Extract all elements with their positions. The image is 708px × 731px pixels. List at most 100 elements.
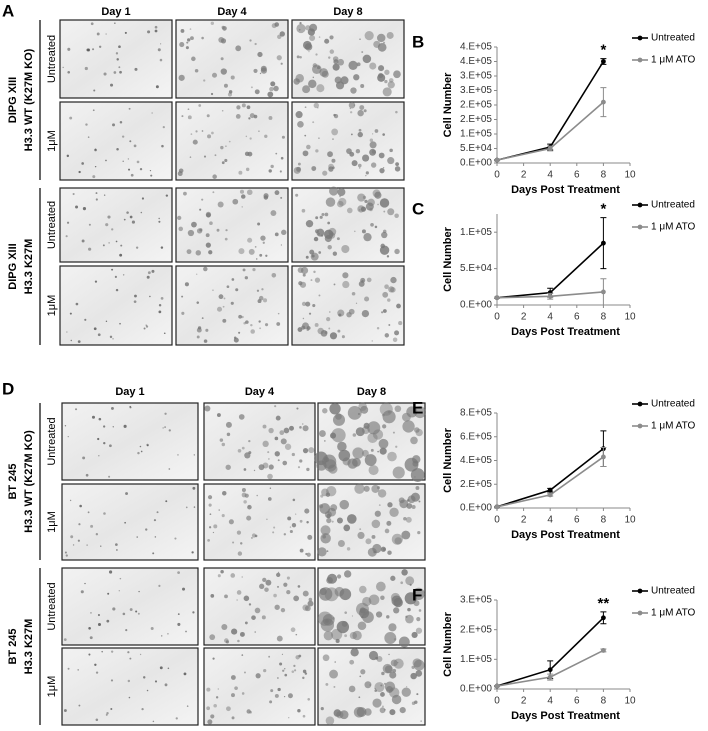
cell [236, 599, 238, 601]
marker [494, 295, 500, 301]
row-label: Untreated [46, 35, 58, 83]
cell [165, 500, 168, 503]
cell [361, 229, 366, 234]
cell [379, 168, 385, 174]
cell [230, 75, 235, 80]
micrograph [61, 647, 199, 726]
cell [209, 526, 212, 529]
cell [226, 285, 230, 289]
cell [404, 592, 417, 605]
cell [259, 253, 263, 257]
cell [248, 603, 252, 606]
cell [339, 499, 350, 510]
cell [394, 405, 402, 413]
cell [327, 151, 333, 158]
cell [77, 669, 79, 671]
cell [270, 210, 277, 217]
cell [128, 168, 131, 171]
cell [372, 543, 382, 554]
cell [360, 83, 365, 88]
cell [311, 254, 315, 258]
cell [201, 317, 204, 319]
cell [357, 531, 365, 539]
cell [254, 534, 258, 538]
cell [298, 28, 301, 31]
cell [217, 688, 219, 690]
cell [337, 188, 346, 197]
y-tick-label: 6.E+05 [460, 431, 492, 442]
cell [88, 653, 91, 656]
cell [309, 23, 318, 32]
y-axis-label: Cell Number [442, 226, 454, 292]
micrograph [203, 567, 316, 646]
legend-marker [637, 35, 643, 41]
cell [225, 464, 231, 470]
cell [192, 611, 195, 614]
cell [130, 173, 134, 177]
x-tick-label: 0 [494, 170, 500, 181]
cell [110, 650, 114, 653]
cell [395, 110, 398, 114]
row-label: Untreated [46, 201, 58, 249]
cell [357, 193, 366, 202]
cell [398, 321, 403, 326]
cell [228, 90, 233, 94]
cell [344, 611, 348, 614]
cell [352, 433, 357, 437]
cell [337, 441, 347, 452]
cell [221, 514, 225, 518]
cell [103, 512, 106, 515]
cell [154, 680, 158, 683]
cell [318, 504, 324, 509]
cell [393, 638, 397, 641]
cell [162, 125, 165, 129]
cell [97, 614, 100, 617]
cell [98, 455, 100, 457]
cell [224, 594, 228, 599]
cell [115, 288, 119, 292]
cell [249, 137, 252, 140]
cell [318, 587, 333, 601]
cell [329, 332, 338, 340]
cell [331, 128, 339, 136]
cell [134, 294, 137, 298]
legend-marker [637, 423, 643, 429]
cell [347, 458, 358, 469]
cell [362, 154, 370, 162]
cell [95, 533, 99, 536]
marker [601, 454, 606, 460]
cell [333, 283, 336, 286]
cell [203, 266, 208, 272]
cell [301, 208, 306, 213]
cell [349, 631, 358, 640]
cell [241, 576, 243, 578]
cell [186, 41, 189, 44]
cell [101, 650, 103, 653]
cell [309, 35, 316, 42]
cell [268, 655, 271, 658]
cell [206, 114, 210, 118]
cell [302, 676, 305, 680]
cell [196, 301, 200, 304]
cell [378, 504, 381, 506]
cell [216, 228, 220, 232]
cell [318, 137, 320, 139]
cell [387, 410, 391, 414]
cell [125, 629, 128, 632]
cell [302, 423, 304, 425]
cell [114, 275, 117, 278]
cell [212, 174, 217, 179]
cell [391, 694, 402, 705]
x-axis-label: Days Post Treatment [511, 529, 620, 541]
cell [287, 693, 293, 699]
cell [289, 526, 292, 528]
marker [601, 289, 606, 295]
cell [205, 233, 210, 238]
cell [332, 63, 340, 71]
cell [264, 587, 269, 592]
cell [277, 687, 281, 692]
cell [152, 720, 155, 723]
cell [79, 504, 82, 508]
cell [374, 682, 385, 693]
cell [224, 158, 228, 163]
